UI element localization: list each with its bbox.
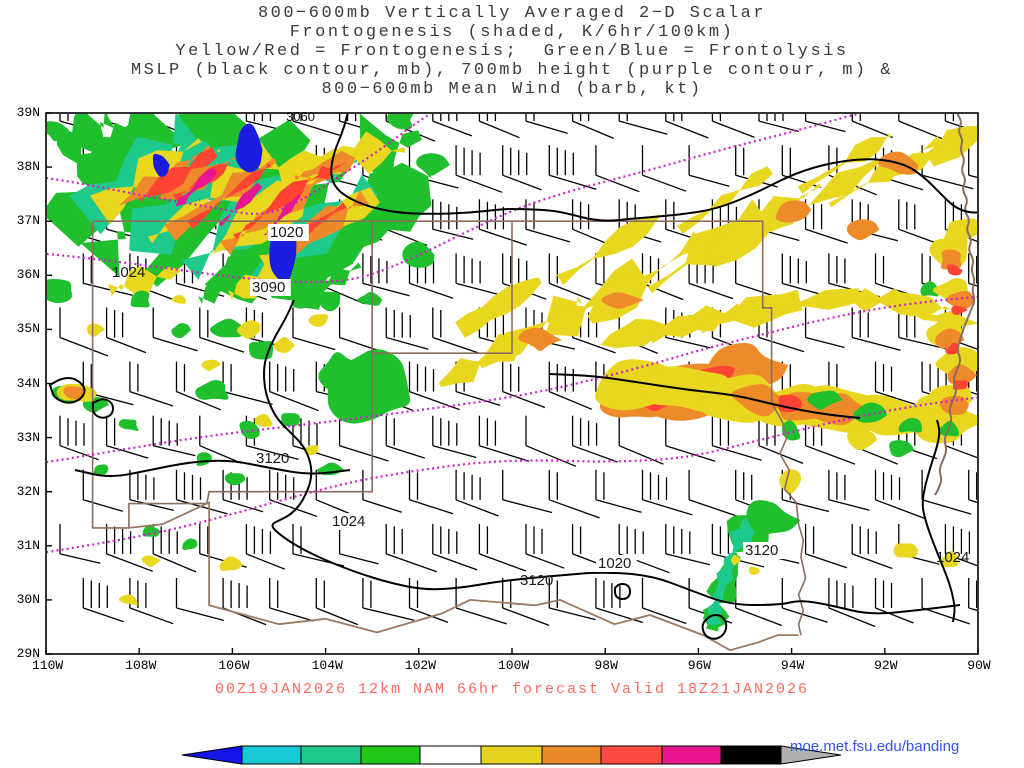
svg-text:3120: 3120 [256,450,289,467]
svg-text:3060: 3060 [286,109,315,124]
svg-text:3090: 3090 [252,279,285,296]
svg-text:1024: 1024 [936,549,969,566]
svg-text:1024: 1024 [332,513,365,530]
svg-text:3120: 3120 [745,542,778,559]
svg-text:3120: 3120 [520,572,553,589]
svg-text:1024: 1024 [112,264,145,281]
svg-text:1020: 1020 [598,555,631,572]
svg-text:1020: 1020 [270,224,303,241]
